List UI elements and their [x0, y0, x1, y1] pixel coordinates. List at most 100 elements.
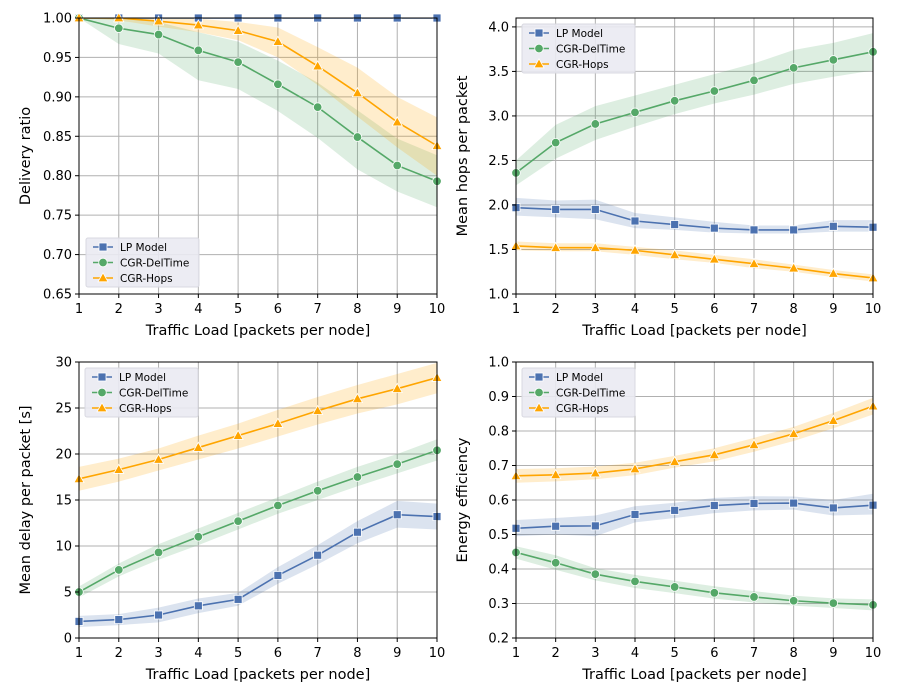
data-point	[630, 216, 640, 226]
data-point	[748, 438, 760, 450]
data-point	[392, 510, 402, 520]
subplot-3: 1 2 3 4 5 6 7 8 9 10 0 5 10 15 20 25 30 Traffic Load [pac…	[18, 356, 445, 684]
data-point	[629, 462, 641, 474]
legend-label: LP Model	[556, 28, 603, 40]
legend-label: CGR-DelTime	[120, 258, 189, 270]
x-tick-label: 2	[552, 302, 560, 317]
axes-frame	[78, 17, 438, 295]
data-point	[272, 417, 284, 428]
data-point	[154, 610, 163, 620]
y-axis-label: Mean delay per packet [s]	[18, 405, 34, 594]
y-tick-label: 0.3	[488, 597, 509, 612]
data-point	[630, 107, 640, 118]
data-point	[630, 510, 640, 519]
legend-marker	[97, 271, 109, 283]
subplot-2: 1 2 3 4 5 6 7 8 9 10 1.0 1.5 2.0 2.5 3.0 3.5 4.0 Traffic …	[455, 17, 882, 339]
data-point	[668, 455, 681, 466]
confidence-band	[516, 493, 873, 537]
series-line	[516, 51, 873, 174]
legend-marker	[96, 401, 108, 413]
legend-entry: LP Model	[529, 28, 603, 40]
x-tick-label: 6	[274, 302, 282, 317]
data-point	[392, 459, 402, 469]
data-point	[788, 596, 799, 606]
data-point	[709, 588, 720, 598]
x-tick-label: 9	[829, 302, 837, 317]
x-tick-label: 5	[671, 646, 679, 661]
y-axis-label: Delivery ratio	[18, 107, 34, 205]
legend-entry: LP Model	[529, 372, 603, 384]
x-tick-label: 7	[314, 646, 322, 661]
x-tick-label: 3	[591, 646, 599, 661]
series-line	[516, 206, 873, 231]
data-point	[669, 96, 680, 106]
data-point	[232, 24, 244, 35]
data-point	[273, 571, 283, 580]
x-tick-label: 6	[710, 302, 718, 317]
legend-marker	[534, 387, 544, 398]
data-point	[272, 35, 284, 46]
y-tick-label: 0.95	[43, 51, 72, 66]
legend-label: LP Model	[556, 372, 603, 384]
x-tick-label: 4	[631, 302, 639, 317]
legend-label: CGR-Hops	[119, 403, 172, 415]
confidence-band	[79, 18, 437, 208]
data-point	[788, 63, 799, 73]
data-point	[630, 576, 640, 587]
legend-entry: CGR-DelTime	[93, 258, 189, 270]
legend: LP Model CGR-DelTime CGR-Hops	[84, 367, 199, 418]
data-point	[709, 501, 719, 510]
series-line	[516, 502, 873, 530]
data-point	[668, 248, 681, 260]
data-point	[233, 594, 243, 604]
y-tick-label: 0.85	[43, 130, 72, 145]
y-tick-label: 4.0	[488, 20, 509, 35]
legend-entry: CGR-Hops	[92, 401, 172, 415]
x-tick-label: 7	[750, 302, 758, 317]
data-point	[311, 404, 324, 415]
x-tick-label: 1	[512, 302, 520, 317]
x-tick-label: 10	[865, 302, 882, 317]
x-axis-label: Traffic Load [packets per node]	[581, 667, 806, 683]
data-point	[313, 550, 323, 560]
y-tick-label: 20	[55, 448, 72, 463]
subplot-1: 1 2 3 4 5 6 7 8 9 10 0.65 0.70 0.75 0.80 0.85 0.90 0.95 1…	[18, 12, 445, 340]
y-tick-label: 30	[55, 356, 72, 371]
data-point	[232, 429, 244, 440]
data-point	[352, 472, 363, 482]
y-tick-label: 0.2	[488, 632, 509, 647]
legend-label: CGR-DelTime	[556, 44, 625, 56]
y-tick-label: 2.5	[488, 154, 509, 169]
y-tick-label: 0.4	[488, 563, 509, 578]
legend-marker	[97, 372, 107, 382]
x-tick-label: 10	[865, 646, 882, 661]
data-point	[391, 382, 403, 393]
data-point	[550, 137, 561, 148]
series-line	[79, 18, 437, 147]
data-point	[153, 29, 164, 40]
legend-marker	[534, 43, 544, 54]
data-point	[589, 241, 602, 252]
data-point	[549, 241, 562, 252]
series-line	[79, 513, 437, 623]
legend-marker	[97, 387, 107, 398]
x-tick-label: 4	[631, 646, 639, 661]
legend-box	[521, 23, 636, 74]
data-point	[669, 582, 680, 592]
x-tick-label: 8	[790, 646, 798, 661]
legend-entry: CGR-DelTime	[529, 44, 625, 56]
data-point	[311, 60, 324, 71]
data-point	[549, 468, 562, 480]
data-point	[113, 463, 125, 474]
data-point	[708, 253, 721, 264]
data-point	[193, 45, 204, 56]
data-point	[353, 527, 362, 537]
data-point	[392, 160, 402, 171]
x-tick-label: 7	[750, 646, 758, 661]
legend-marker	[534, 372, 544, 382]
data-point	[550, 558, 561, 568]
y-tick-label: 0.90	[43, 90, 72, 105]
confidence-band	[79, 18, 437, 176]
data-point	[114, 565, 124, 575]
